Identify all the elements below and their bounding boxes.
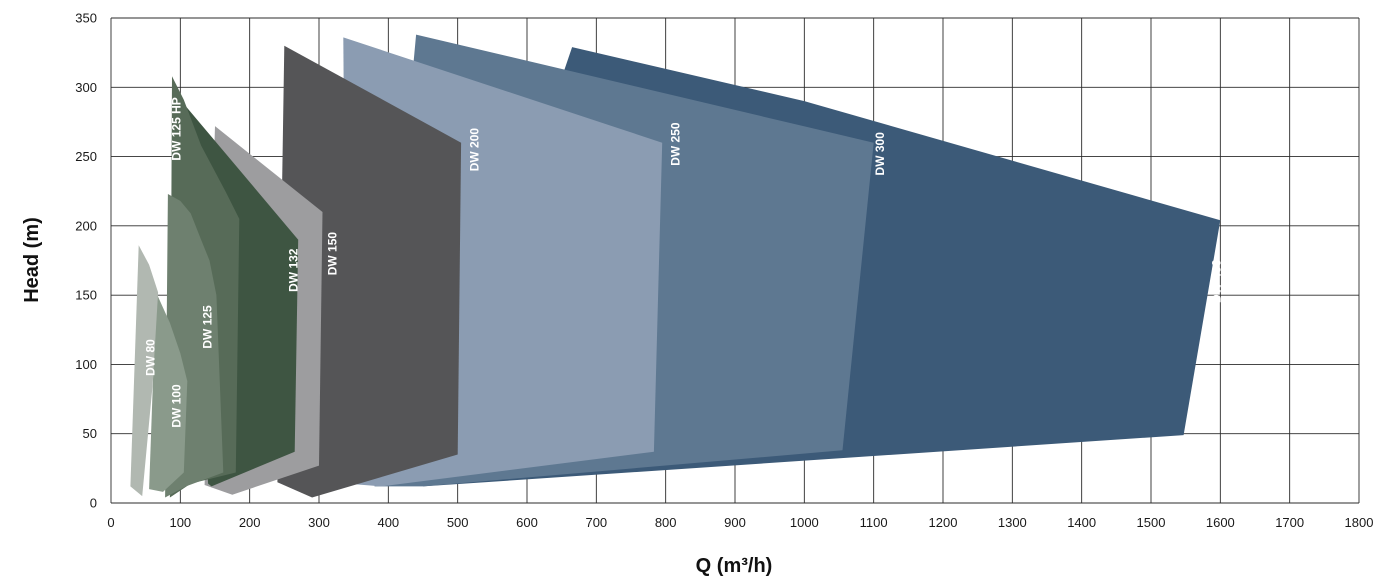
x-tick-label: 1100: [860, 515, 888, 530]
x-tick-label: 1000: [790, 515, 819, 530]
tick-labels: 0 100 200 300 400 500 600 700 800 900 1000 1100 1200…: [75, 11, 1373, 531]
x-tick-label: 1500: [1137, 515, 1166, 530]
x-tick-label: 1300: [998, 515, 1027, 530]
x-tick-label: 200: [239, 515, 261, 530]
series-label: DW 250: [669, 122, 683, 166]
x-tick-label: 100: [169, 515, 191, 530]
y-tick-label: 300: [75, 80, 97, 95]
x-axis-title: Q (m³/h): [696, 555, 773, 577]
x-tick-label: 500: [447, 515, 469, 530]
y-tick-label: 200: [75, 218, 97, 233]
x-tick-label: 900: [724, 515, 746, 530]
y-tick-label: 150: [75, 288, 97, 303]
y-axis-title: Head (m): [21, 217, 43, 303]
x-tick-label: 1700: [1275, 515, 1304, 530]
x-tick-label: 800: [655, 515, 677, 530]
y-tick-label: 0: [90, 496, 97, 511]
series-label: DW 200: [468, 128, 482, 172]
y-tick-label: 350: [75, 11, 97, 26]
x-tick-label: 1600: [1206, 515, 1235, 530]
x-tick-label: 1400: [1067, 515, 1096, 530]
series-area-dw-100: [149, 292, 188, 492]
series-label: DW 100: [169, 384, 183, 428]
y-tick-label: 50: [83, 426, 97, 441]
y-tick-label: 100: [75, 357, 97, 372]
x-tick-label: 1200: [929, 515, 958, 530]
series-labels: DW 400 DW 300 DW 250 DW 200 DW 150 DW 132 DW 1…: [144, 97, 1224, 427]
series-label: DW 150: [325, 232, 339, 276]
series-label: DW 300: [873, 132, 887, 176]
series-label: DW 125: [201, 305, 215, 349]
x-tick-label: 1800: [1345, 515, 1374, 530]
series-areas: [130, 34, 1221, 498]
x-tick-label: 600: [516, 515, 538, 530]
series-label: DW 132: [287, 248, 301, 292]
series-label: DW 125 HP: [169, 97, 183, 160]
x-tick-label: 400: [377, 515, 399, 530]
x-tick-label: 0: [107, 515, 114, 530]
x-tick-label: 300: [308, 515, 330, 530]
series-label: DW 80: [144, 339, 158, 376]
series-area-dw-80: [130, 245, 159, 497]
series-label: DW 400: [1209, 259, 1223, 303]
x-tick-label: 700: [585, 515, 607, 530]
series-area-dw-200: [277, 45, 462, 498]
y-tick-label: 250: [75, 149, 97, 164]
